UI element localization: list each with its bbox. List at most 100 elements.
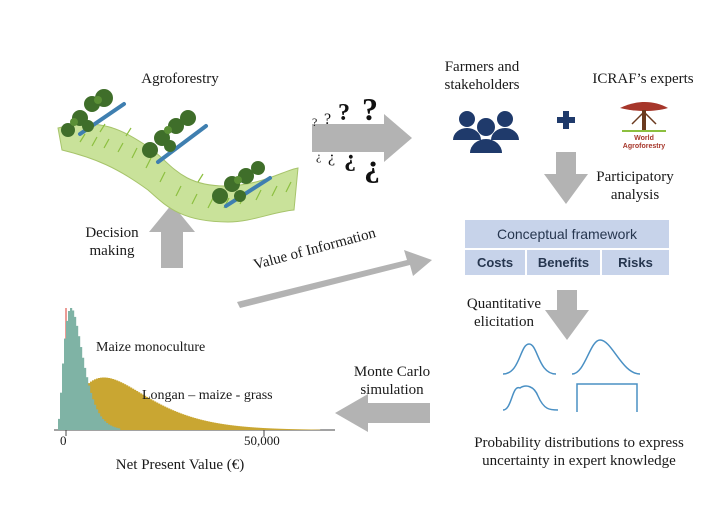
histogram-bar-longan (184, 414, 187, 430)
histogram-bar-maize (74, 316, 77, 430)
histogram-bar-longan (174, 411, 177, 430)
histogram-bar-maize (62, 363, 65, 430)
histogram-bar-longan (256, 427, 259, 430)
histogram-bar-longan (186, 415, 189, 430)
histogram-bar-longan (154, 401, 157, 430)
histogram-bar-longan (116, 380, 119, 430)
framework-risks: Risks (602, 250, 669, 275)
agroforestry-illustration (57, 89, 299, 223)
histogram-bar-longan (182, 414, 185, 430)
histogram-bar-maize (102, 419, 105, 430)
histogram-bar-longan (278, 428, 281, 430)
histogram-bar-longan (218, 423, 221, 430)
histogram-bar-longan (208, 421, 211, 430)
histogram-bar-longan (288, 429, 291, 430)
histogram-bar-maize (94, 404, 97, 430)
svg-text:World: World (634, 135, 654, 142)
histogram-bar-longan (168, 408, 171, 430)
histogram-bar-maize (68, 310, 71, 430)
histogram-bar-maize (78, 336, 81, 430)
svg-text:¿: ¿ (316, 149, 321, 163)
histogram-bar-longan (108, 378, 111, 430)
histogram-bar-maize (104, 421, 107, 430)
histogram-bar-longan (310, 429, 313, 430)
histogram-bar-longan (98, 378, 101, 430)
histogram-bar-longan (238, 426, 241, 430)
histogram-bar-longan (206, 421, 209, 430)
histogram-bar-maize (90, 392, 93, 430)
elicitation-label: Quantitative elicitation (466, 296, 542, 330)
histogram-bar-maize (58, 418, 61, 430)
histogram-bar-longan (148, 398, 151, 430)
histogram-bar-longan (156, 402, 159, 430)
histogram-bar-longan (146, 396, 149, 430)
histogram-bar-longan (304, 429, 307, 430)
histogram-bar-maize (118, 428, 121, 430)
histogram-bar-longan (198, 419, 201, 430)
histogram-bar-longan (202, 420, 205, 430)
histogram-bar-longan (302, 429, 305, 430)
arrow-participatory (544, 152, 588, 204)
histogram-bar-longan (138, 392, 141, 430)
svg-text:?: ? (324, 111, 331, 128)
monte-carlo-label: Monte Carlo simulation (353, 364, 431, 398)
histogram-bar-longan (284, 428, 287, 430)
svg-text:?: ? (362, 91, 378, 127)
plus-icon (557, 111, 575, 129)
histogram-bar-longan (232, 425, 235, 430)
histogram-bar-longan (166, 407, 169, 430)
histogram-bar-maize (100, 416, 103, 430)
arrow-monte-carlo (335, 394, 430, 432)
histogram-bar-maize (60, 392, 63, 430)
histogram-bar-longan (220, 423, 223, 430)
histogram-bar-longan (254, 427, 257, 430)
histogram-bar-longan (124, 384, 127, 430)
agroforestry-title: Agroforestry (141, 71, 219, 87)
histogram-bar-longan (152, 400, 155, 430)
world-agroforestry-logo: World Agroforestry (614, 100, 674, 150)
histogram-bar-longan (194, 418, 197, 430)
histogram-bar-longan (228, 424, 231, 430)
people-icon (453, 111, 519, 153)
histogram-bar-maize (114, 427, 117, 430)
histogram-bar-longan (286, 428, 289, 430)
histogram-bar-longan (114, 379, 117, 430)
histogram-bar-longan (270, 428, 273, 430)
histogram-bar-longan (140, 393, 143, 430)
distribution-curves (502, 339, 641, 412)
histogram-bar-longan (122, 383, 125, 430)
histogram-bar-longan (260, 427, 263, 430)
svg-text:¿: ¿ (344, 146, 356, 172)
histogram-bar-longan (222, 424, 225, 430)
histogram-bar-longan (112, 379, 115, 430)
histogram-bar-longan (144, 395, 147, 430)
histogram-bar-longan (274, 428, 277, 430)
histogram-bar-longan (258, 427, 261, 430)
histogram-bar-maize (64, 338, 67, 430)
histogram-bar-longan (162, 405, 165, 430)
svg-text:¿: ¿ (328, 149, 335, 166)
histogram-bar-maize (92, 399, 95, 430)
tick-label-50000: 50,000 (244, 433, 280, 448)
histogram-bar-longan (132, 388, 135, 430)
histogram-bar-longan (102, 377, 105, 430)
histogram-bar-longan (306, 429, 309, 430)
histogram-bar-longan (104, 377, 107, 430)
histogram-bar-longan (204, 420, 207, 430)
arrow-voi (237, 250, 432, 308)
histogram-bar-longan (164, 406, 167, 430)
histogram-xlabel: Net Present Value (€) (115, 457, 245, 473)
histogram-bar-longan (282, 428, 285, 430)
histogram-bar-longan (118, 381, 121, 430)
histogram-bar-longan (246, 426, 249, 430)
histogram-bar-longan (100, 377, 103, 430)
svg-text:?: ? (338, 100, 350, 126)
arrow-decision (149, 204, 195, 268)
histogram-bar-longan (230, 425, 233, 430)
histogram-bar-maize (84, 367, 87, 430)
histogram-bar-longan (180, 413, 183, 430)
histogram-bar-maize (72, 310, 75, 430)
distributions-label: Probability distributions to express unc… (474, 435, 684, 469)
histogram-bar-longan (178, 412, 181, 430)
